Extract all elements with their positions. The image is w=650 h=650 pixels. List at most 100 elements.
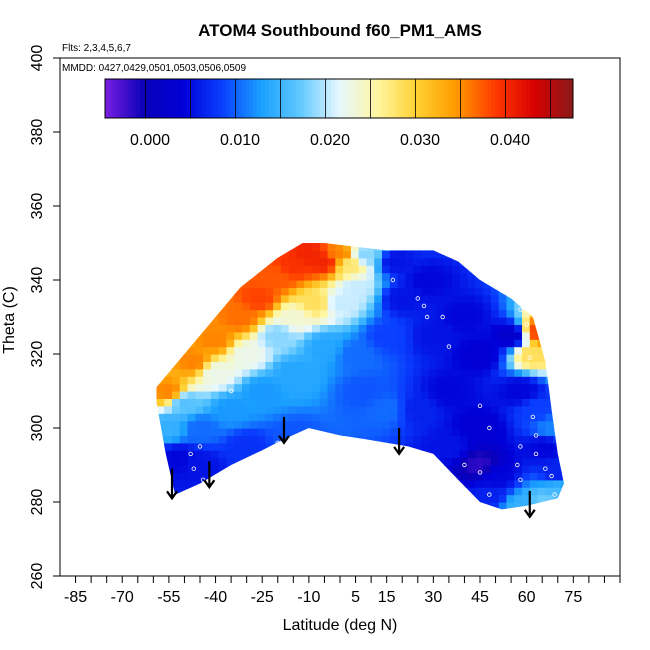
colorbar-cell (565, 79, 570, 118)
heatmap-cell (195, 420, 204, 429)
heatmap-cell (288, 346, 298, 355)
heatmap-cell (560, 331, 564, 340)
heatmap-cell (444, 383, 453, 392)
heatmap-cell (164, 272, 173, 281)
heatmap-cell (327, 465, 336, 473)
heatmap-cell (257, 487, 266, 496)
heatmap-cell (319, 354, 329, 362)
heatmap-cell (452, 257, 461, 266)
colorbar-cell (487, 79, 492, 118)
heatmap-cell (179, 487, 189, 496)
heatmap-cell (288, 435, 298, 444)
heatmap-cell (179, 309, 189, 318)
heatmap-cell (195, 457, 204, 466)
heatmap-cell (522, 487, 531, 496)
heatmap-cell (273, 391, 282, 399)
heatmap-cell (156, 324, 165, 333)
heatmap-cell (156, 265, 165, 274)
heatmap-cell (545, 250, 554, 259)
heatmap-cell (537, 317, 546, 325)
heatmap-cell (553, 272, 562, 281)
heatmap-cell (249, 428, 259, 436)
heatmap-cell (514, 243, 523, 251)
colorbar-cell (272, 79, 278, 118)
heatmap-cell (242, 413, 251, 422)
heatmap-cell (319, 309, 329, 318)
colorbar-cell (112, 79, 118, 118)
heatmap-cell (444, 428, 453, 436)
heatmap-cell (452, 420, 461, 429)
heatmap-cell (358, 294, 368, 303)
heatmap-cell (280, 368, 290, 377)
heatmap-cell (156, 376, 165, 385)
heatmap-cell (467, 376, 476, 385)
heatmap-cell (319, 457, 329, 466)
heatmap-cell (234, 361, 243, 370)
heatmap-cell (304, 479, 313, 488)
heatmap-cell (498, 487, 508, 496)
heatmap-cell (483, 413, 492, 422)
colorbar-cell (183, 79, 188, 118)
heatmap-cell (226, 376, 235, 385)
heatmap-cell (280, 472, 290, 481)
sample-point (191, 466, 196, 471)
heatmap-cell (444, 280, 453, 288)
heatmap-cell (210, 324, 220, 333)
heatmap-cell (210, 487, 220, 496)
heatmap-cell (242, 398, 251, 407)
heatmap-cell (420, 346, 430, 355)
heatmap-cell (560, 257, 564, 266)
heatmap-cell (249, 280, 259, 288)
heatmap-cell (444, 398, 453, 407)
heatmap-cell (273, 450, 282, 459)
heatmap-cell (428, 250, 438, 259)
heatmap-cell (436, 280, 445, 288)
heatmap-cell (179, 428, 189, 436)
heatmap-cell (413, 339, 422, 348)
heatmap-cell (280, 287, 290, 296)
heatmap-cell (522, 442, 531, 451)
heatmap-cell (265, 346, 274, 355)
heatmap-cell (522, 250, 531, 259)
heatmap-cell (195, 302, 204, 311)
heatmap-cell (389, 361, 399, 370)
heatmap-cell (560, 442, 564, 451)
heatmap-cell (397, 309, 406, 318)
heatmap-cell (179, 287, 189, 296)
heatmap-cell (218, 494, 228, 503)
heatmap-cell (459, 442, 469, 451)
heatmap-cell (265, 405, 274, 414)
heatmap-cell (382, 450, 391, 459)
heatmap-cell (397, 368, 406, 377)
heatmap-cell (374, 487, 383, 496)
heatmap-cell (164, 502, 173, 510)
heatmap-cell (545, 309, 554, 318)
sample-point (275, 440, 280, 445)
heatmap-cell (327, 317, 336, 325)
heatmap-cell (537, 354, 546, 362)
heatmap-cell (420, 502, 430, 510)
sample-point (424, 314, 430, 320)
heatmap-cell (172, 257, 181, 266)
heatmap-cell (218, 442, 228, 451)
heatmap-cell (514, 391, 523, 399)
heatmap-cell (483, 502, 492, 510)
heatmap-cell (475, 398, 484, 407)
heatmap-cell (483, 391, 492, 399)
heatmap-cell (172, 294, 181, 303)
heatmap-cell (529, 405, 539, 414)
heatmap-cell (172, 413, 181, 422)
heatmap-cell (257, 435, 266, 444)
heatmap-cell (452, 457, 461, 466)
colorbar-cell (428, 79, 434, 118)
heatmap-cell (265, 250, 274, 259)
heatmap-cell (413, 450, 422, 459)
heatmap-cell (319, 405, 329, 414)
colorbar-cell (296, 79, 301, 118)
heatmap-cell (203, 265, 212, 274)
flight-arrows (166, 416, 536, 519)
heatmap-cell (459, 383, 469, 392)
colorbar-cell (128, 79, 133, 118)
heatmap-cell (319, 346, 329, 355)
heatmap-cell (164, 391, 173, 399)
